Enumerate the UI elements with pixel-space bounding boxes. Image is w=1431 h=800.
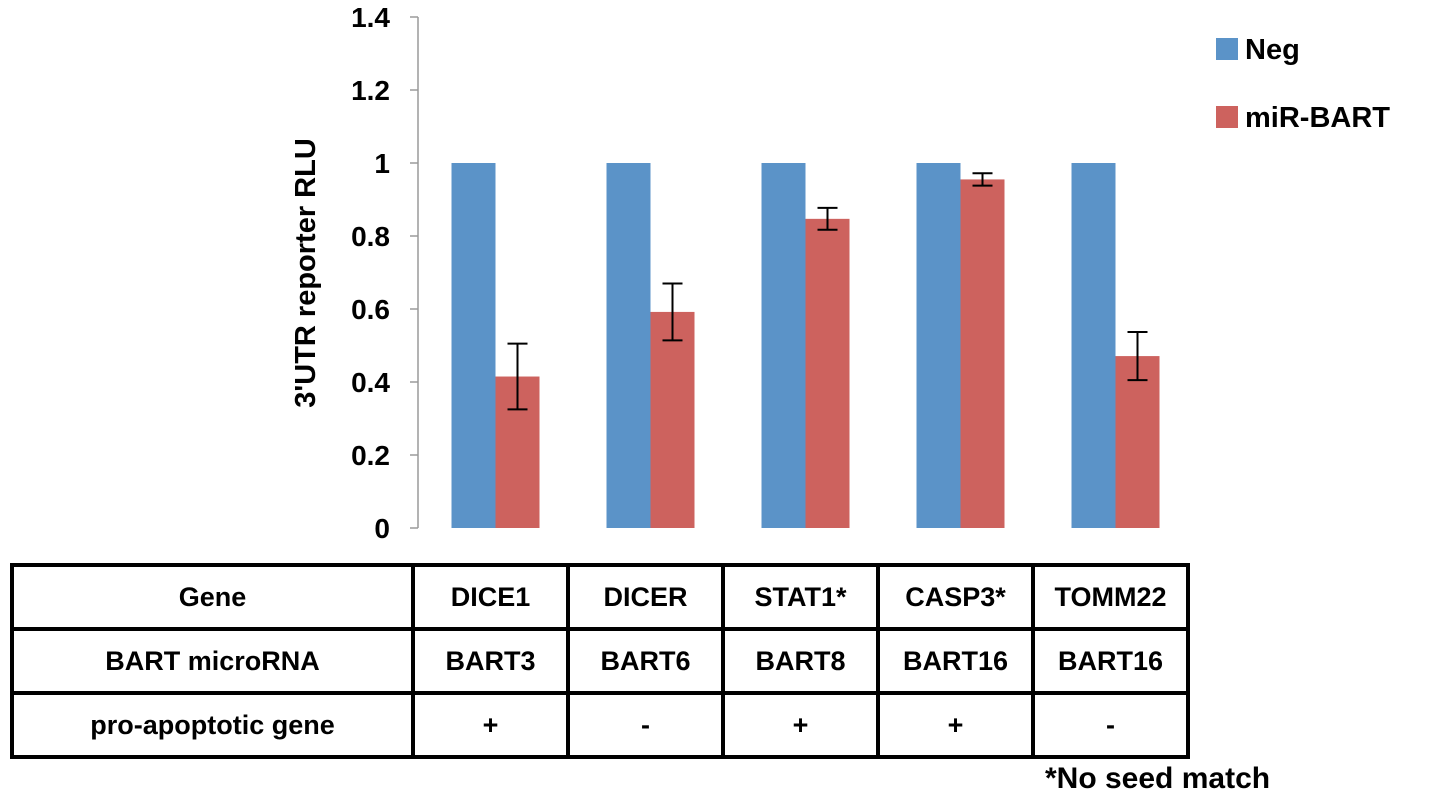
footnote: *No seed match	[1045, 762, 1271, 795]
table-row-pro-apoptotic: pro-apoptotic gene + - + + -	[10, 691, 1190, 759]
bar-mir-bart	[805, 218, 850, 528]
table-cell: STAT1*	[721, 563, 880, 631]
bar-neg	[916, 163, 961, 528]
table-cell: BART6	[566, 627, 725, 695]
y-tick-label: 0.6	[351, 294, 390, 325]
bar-neg	[606, 163, 651, 528]
y-tick-label: 0.8	[351, 221, 390, 252]
y-tick-label: 1.4	[351, 2, 390, 33]
legend-label: Neg	[1245, 34, 1300, 66]
bar-neg	[1071, 163, 1116, 528]
table-cell: +	[411, 691, 570, 759]
table-cell: CASP3*	[876, 563, 1035, 631]
gene-table: Gene DICE1 DICER STAT1* CASP3* TOMM22 BA…	[10, 563, 1190, 759]
legend-label: miR-BART	[1245, 102, 1390, 134]
y-tick-label: 1	[374, 148, 390, 179]
y-tick-label: 0	[374, 513, 390, 544]
table-cell: BART3	[411, 627, 570, 695]
row-header: pro-apoptotic gene	[10, 691, 415, 759]
bar-mir-bart	[1115, 356, 1160, 528]
bars	[451, 163, 1160, 529]
bar-neg	[761, 163, 806, 528]
legend-swatch	[1216, 106, 1238, 128]
table-cell: -	[1031, 691, 1190, 759]
bar-chart: 00.20.40.60.811.21.4 3'UTR reporter RLU …	[290, 2, 1390, 544]
table-cell: TOMM22	[1031, 563, 1190, 631]
error-bars	[507, 172, 1148, 411]
y-axis-title: 3'UTR reporter RLU	[290, 138, 322, 408]
bar-mir-bart	[960, 179, 1005, 529]
table-cell: DICE1	[411, 563, 570, 631]
y-axis: 0 0.2 0.4 0.6 0.8 1 1.2 1.4	[351, 2, 419, 544]
table-row-gene: Gene DICE1 DICER STAT1* CASP3* TOMM22	[10, 563, 1190, 631]
legend: Neg miR-BART	[1216, 34, 1390, 134]
table-cell: +	[721, 691, 880, 759]
y-tick-label: 0.4	[351, 367, 390, 398]
table-row-bart-microrna: BART microRNA BART3 BART6 BART8 BART16 B…	[10, 627, 1190, 695]
table-cell: -	[566, 691, 725, 759]
table-cell: +	[876, 691, 1035, 759]
y-tick-label: 1.2	[351, 75, 390, 106]
row-header: Gene	[10, 563, 415, 631]
table-cell: BART16	[876, 627, 1035, 695]
table-cell: DICER	[566, 563, 725, 631]
bar-mir-bart	[650, 311, 695, 528]
table-cell: BART8	[721, 627, 880, 695]
bar-neg	[451, 163, 496, 528]
table-cell: BART16	[1031, 627, 1190, 695]
legend-swatch	[1216, 38, 1238, 60]
row-header: BART microRNA	[10, 627, 415, 695]
y-tick-label: 0.2	[351, 440, 390, 471]
